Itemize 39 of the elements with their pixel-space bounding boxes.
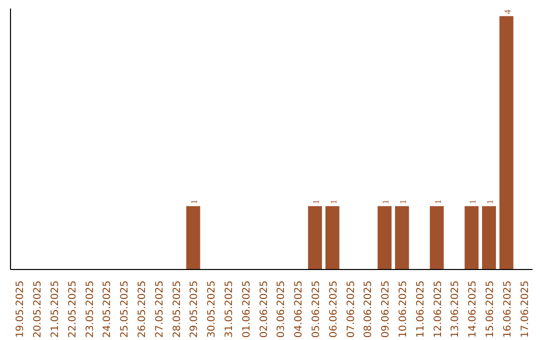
data-label: 1: [485, 200, 495, 204]
x-tick-label: 08.06.2025: [363, 280, 374, 338]
x-tick-label: 11.06.2025: [415, 280, 426, 338]
x-tick-label: 05.06.2025: [311, 280, 322, 338]
x-tick-label: 19.05.2025: [15, 280, 26, 338]
data-label: 1: [380, 200, 391, 204]
x-tick-label: 07.06.2025: [346, 280, 357, 338]
x-tick-label: 16.06.2025: [502, 280, 514, 338]
x-tick-label: 12.06.2025: [432, 280, 444, 338]
x-tick-label: 13.06.2025: [450, 280, 462, 338]
x-tick-label: 02.06.2025: [258, 280, 270, 338]
x-tick-label: 28.05.2025: [172, 280, 183, 338]
x-tick-label: 31.05.2025: [224, 280, 235, 338]
data-label: 1: [468, 200, 478, 204]
x-tick-label: 26.05.2025: [137, 280, 148, 338]
data-label: 1: [432, 200, 443, 204]
x-tick-label: 17.06.2025: [520, 280, 531, 338]
data-label: 1: [398, 200, 408, 204]
x-tick-label: 10.06.2025: [398, 280, 409, 338]
data-label: 1: [311, 200, 321, 204]
x-tick-label: 25.05.2025: [120, 280, 131, 338]
x-tick-label: 24.05.2025: [102, 280, 114, 338]
data-label: 1: [328, 200, 338, 204]
data-label: 4: [502, 9, 512, 14]
x-tick-label: 20.05.2025: [32, 280, 44, 338]
x-tick-label: 06.06.2025: [328, 280, 340, 338]
x-tick-label: 23.05.2025: [84, 280, 96, 338]
x-tick-label: 14.06.2025: [468, 280, 479, 338]
x-tick-label: 15.06.2025: [485, 280, 496, 338]
x-tick-label: 03.06.2025: [276, 280, 288, 338]
x-tick-label: 04.06.2025: [294, 280, 305, 338]
x-tick-label: 29.05.2025: [189, 280, 200, 338]
x-tick-label: 09.06.2025: [380, 280, 392, 338]
data-label: 1: [189, 200, 200, 204]
x-tick-label: 21.05.2025: [50, 280, 61, 338]
x-tick-label: 01.06.2025: [241, 280, 252, 338]
x-tick-label: 30.05.2025: [206, 280, 218, 338]
x-tick-label: 22.05.2025: [67, 280, 78, 338]
x-tick-label: 27.05.2025: [154, 280, 166, 338]
